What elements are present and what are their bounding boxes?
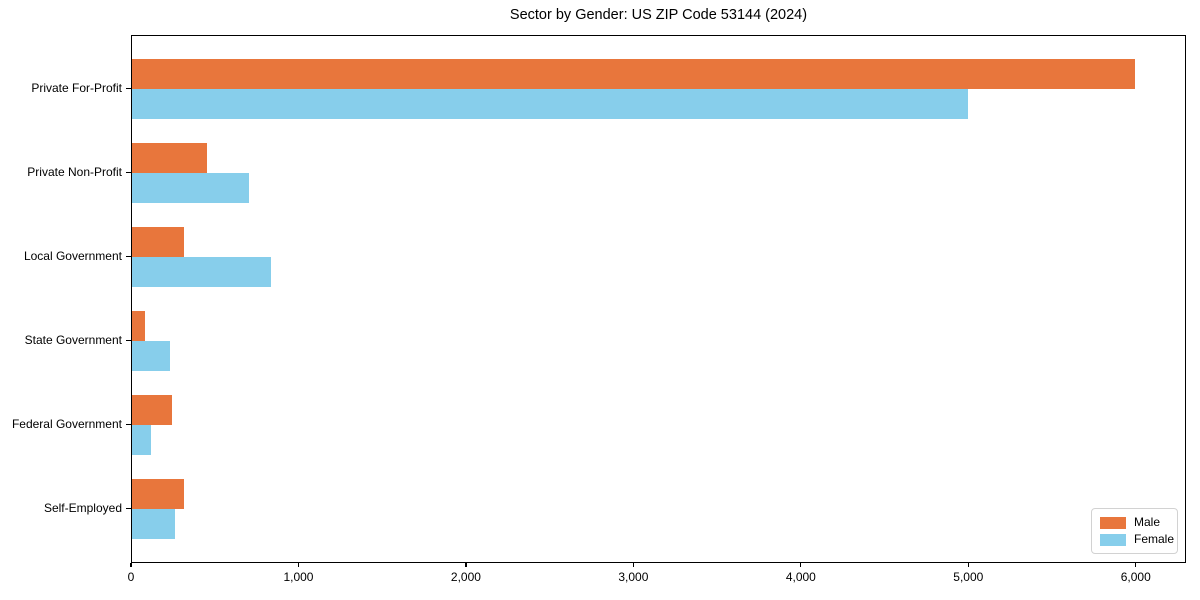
y-tick-0 [126,88,131,90]
x-tick-label-5: 5,000 [953,570,984,584]
legend-swatch-female-icon [1100,533,1126,546]
x-tick-0 [130,563,132,567]
x-tick-6 [1135,563,1137,567]
bar-male-5 [132,479,184,509]
bar-male-2 [132,227,184,257]
y-tick-label-0: Private For-Profit [31,81,122,95]
bar-female-5 [132,509,176,539]
legend-entry-female: Female [1100,533,1174,546]
legend-swatch-male-icon [1100,516,1126,529]
legend-label-female: Female [1134,532,1175,546]
legend: Male Female [1091,508,1178,554]
x-tick-label-4: 4,000 [785,570,816,584]
x-tick-label-1: 1,000 [283,570,314,584]
bar-male-0 [132,59,1135,89]
x-tick-2 [465,563,467,567]
chart-title: Sector by Gender: US ZIP Code 53144 (202… [509,7,808,23]
y-tick-label-5: Self-Employed [43,501,122,515]
x-tick-label-0: 0 [127,570,135,584]
bar-female-4 [132,425,152,455]
x-tick-5 [967,563,969,567]
bar-female-3 [132,341,171,371]
y-tick-5 [126,508,131,510]
y-tick-3 [126,340,131,342]
x-tick-1 [297,563,300,567]
y-tick-4 [126,424,131,426]
bar-female-0 [132,89,968,119]
x-tick-label-2: 2,000 [450,570,481,584]
x-tick-label-6: 6,000 [1120,570,1151,584]
plot-area [131,35,1186,563]
bar-male-3 [132,311,146,341]
y-tick-label-4: Federal Government [11,417,122,431]
bar-male-1 [132,143,208,173]
y-tick-2 [126,256,131,258]
bar-female-2 [132,257,271,287]
legend-entry-male: Male [1100,516,1169,529]
x-tick-label-3: 3,000 [618,570,649,584]
bar-female-1 [132,173,249,203]
y-tick-1 [126,172,131,174]
y-tick-label-3: State Government [24,333,122,347]
y-tick-label-2: Local Government [23,249,122,263]
x-tick-4 [800,563,802,567]
bar-male-4 [132,395,173,425]
y-tick-label-1: Private Non-Profit [27,165,122,179]
legend-label-male: Male [1134,515,1161,529]
x-tick-3 [632,563,634,567]
